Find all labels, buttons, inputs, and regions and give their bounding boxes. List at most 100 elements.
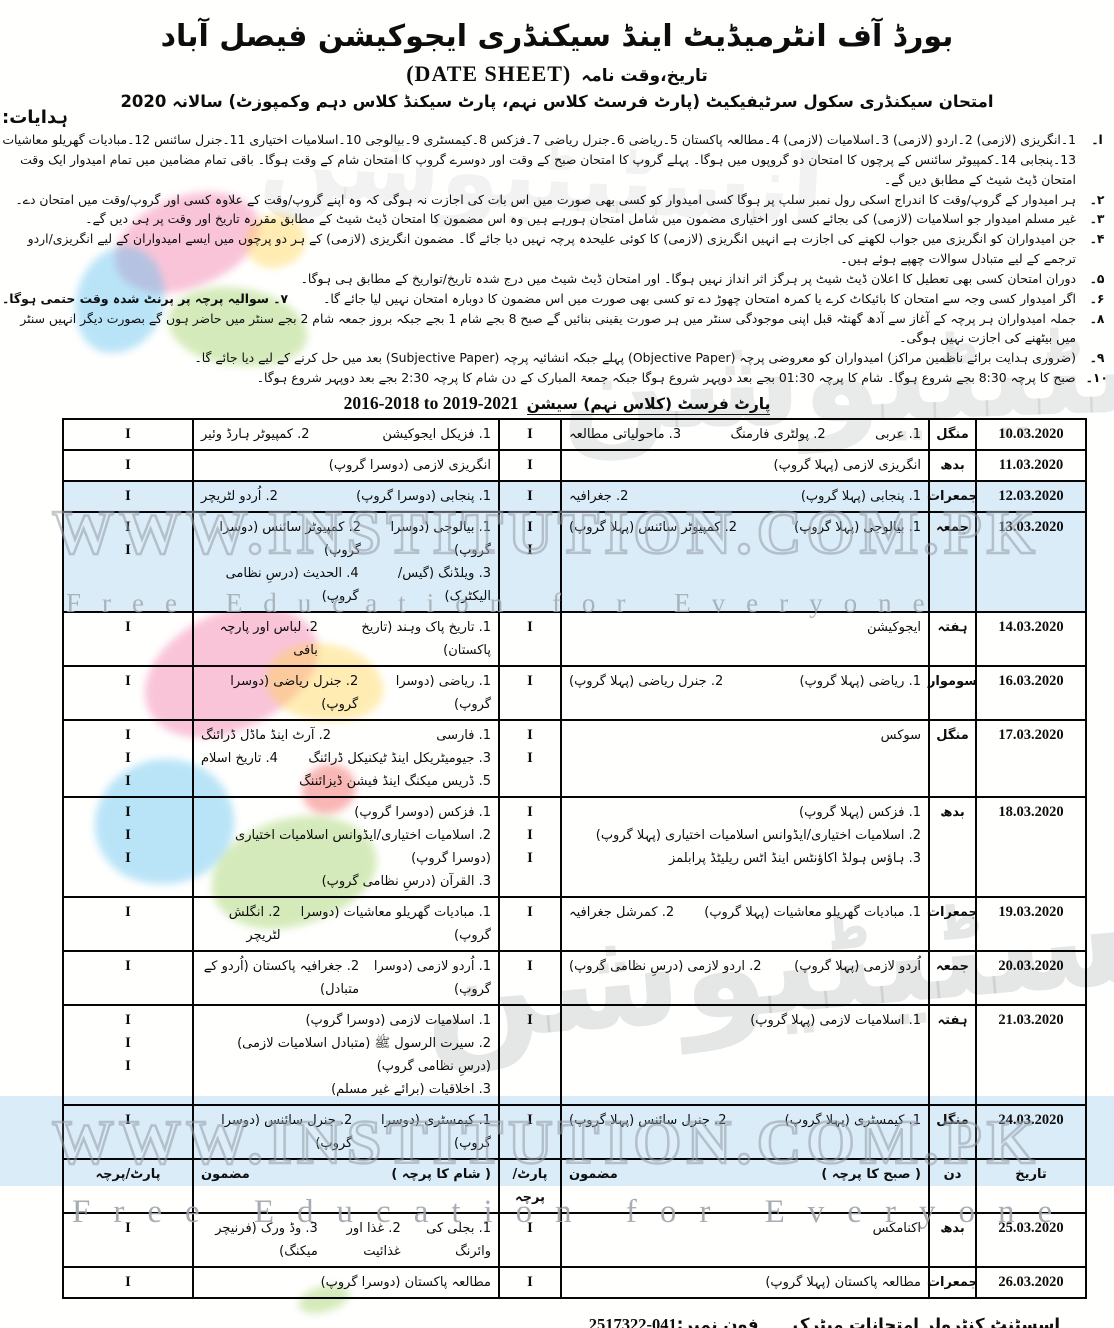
cell-text: دن xyxy=(943,1166,962,1182)
cell-text: 26.03.2020 xyxy=(998,1273,1064,1290)
cell-line: 2. اسلامیات اختیاری/ایڈوانس اسلامیات اخت… xyxy=(201,824,491,870)
cell-line: I xyxy=(71,801,185,824)
cell-text: I xyxy=(527,1111,533,1128)
cell-text: 13.03.2020 xyxy=(998,518,1064,535)
cell-text: I xyxy=(527,803,533,820)
morning-subjects-cell: انگریزی لازمی (پہلا گروپ) xyxy=(560,448,930,482)
cell-line: منگل xyxy=(936,724,969,747)
cell-text: 3. اخلاقیات (برائے غیر مسلم) xyxy=(331,1081,491,1097)
cell-line: اُردو لازمی (پہلا گروپ) 2. اردو لازمی (در… xyxy=(569,955,921,978)
cell-line: 10.03.2020 xyxy=(984,423,1078,446)
morning-subjects-cell: 1. اسلامیات لازمی (پہلا گروپ) xyxy=(560,1003,930,1106)
cell-line: I xyxy=(507,1217,553,1240)
cell-text: I xyxy=(125,903,131,920)
cell-text: 1. اسلامیات لازمی (دوسرا گروپ) xyxy=(305,1012,491,1028)
cell-text: I xyxy=(125,618,131,635)
date-cell: 21.03.2020 xyxy=(975,1003,1087,1106)
instruction-item: ۱۰۔ صبح کا پرچہ 8:30 بجے شروع ہوگا۔ شام ک… xyxy=(2,368,1108,388)
datesheet-row: 21.03.2020 ہفتہ 1. اسلامیات لازمی (پہلا گر… xyxy=(62,1003,1087,1106)
morning-part-cell: I xyxy=(498,1265,562,1299)
cell-text: I xyxy=(125,1111,131,1128)
datesheet-row: 14.03.2020 ہفتہ ایجوکیشن I 1. تاریخ پاک وہند… xyxy=(62,610,1087,667)
cell-line: 1. ریاضی (پہلا گروپ) 2. جنرل ریاضی (پہلا … xyxy=(569,670,921,693)
cell-line: 24.03.2020 xyxy=(984,1109,1078,1132)
cell-line: منگل xyxy=(936,1109,969,1132)
instruction-number: ۶۔ xyxy=(1089,290,1105,306)
cell-line: منگل xyxy=(936,423,969,446)
cell-text: I xyxy=(125,456,131,473)
cell-text: جمعہ xyxy=(935,519,970,535)
morning-subjects-cell: 1. کیمسٹری (پہلا گروپ) 2. جنرل سائنس (پہل… xyxy=(560,1103,930,1160)
cell-text: 1. ریاضی (پہلا گروپ) xyxy=(799,673,921,689)
contact-line: اسسٹنٹ کنٹرولر امتحانات میٹرک فون نمبر:0… xyxy=(589,1315,1060,1328)
phone-number: 041-2517322 xyxy=(588,1314,677,1328)
cell-text: 3. جیومیٹریکل اینڈ ٹیکنیکل ڈرائنگ xyxy=(308,750,491,766)
cell-line: دن xyxy=(937,1163,968,1186)
evening-subjects-cell: 1. کیمسٹری (دوسرا گروپ) 2. جنرل سائنس (دو… xyxy=(192,1103,500,1160)
day-cell: منگل xyxy=(928,1103,977,1160)
cell-line: 3. ویلڈنگ (گیس/الیکٹرک) 4. الحدیث (درسِ ن… xyxy=(201,562,491,608)
datesheet-row: 18.03.2020 بدھ 1. فزکس (پہلا گروپ) 2. اسلام… xyxy=(62,795,1087,898)
morning-part-cell: I xyxy=(498,1211,562,1268)
datesheet-row: 19.03.2020 جمعرات 1. مبادیات گھریلو معاشیا… xyxy=(62,895,1087,952)
cell-text: I xyxy=(125,749,131,766)
cell-text: 2. جغرافیہ پاکستان (اُردو کے متبادل) xyxy=(203,958,360,997)
instruction-item: ا۔ 1۔انگریزی (لازمی) 2۔اردو (لازمی) 3۔اسل… xyxy=(2,130,1108,190)
cell-text: 1. پنجابی (دوسرا گروپ) xyxy=(356,488,491,504)
cell-text: اُردو لازمی (پہلا گروپ) xyxy=(794,958,921,974)
cell-text: I xyxy=(125,487,131,504)
date-cell: 26.03.2020 xyxy=(975,1265,1087,1299)
cell-text: 2. اردو لازمی (درسِ نظامی گروپ) xyxy=(569,958,762,974)
date-cell: 13.03.2020 xyxy=(975,510,1087,613)
cell-line: I xyxy=(71,1217,185,1240)
cell-line: I xyxy=(71,1271,185,1294)
morning-subjects-cell: 1. بیالوجی (پہلا گروپ) 2. کمپیوٹر سائنس (… xyxy=(560,510,930,613)
cell-line: سوموار xyxy=(928,670,977,693)
morning-subjects-cell: 1. ریاضی (پہلا گروپ) 2. جنرل ریاضی (پہلا … xyxy=(560,664,930,721)
cell-text: بدھ xyxy=(940,804,965,820)
cell-text: 11.03.2020 xyxy=(998,456,1064,473)
cell-line: I xyxy=(71,724,185,747)
cell-line: ہفتہ xyxy=(937,1009,968,1032)
instruction-text: (ضروری ہدایت برائے ناظمین مراکز) امیدوار… xyxy=(194,350,1077,366)
cell-text: 2. آرٹ اینڈ ماڈل ڈرائنگ xyxy=(201,727,332,743)
cell-line: 3. ہاؤس ہولڈ اکاؤنٹس اینڈ اٹس ریلیٹڈ پرا… xyxy=(569,847,921,870)
cell-line: 14.03.2020 xyxy=(984,616,1078,639)
cell-line: I xyxy=(71,1055,185,1078)
board-title: بورڈ آف انٹرمیڈیٹ اینڈ سیکنڈری ایجوکیشن … xyxy=(160,19,954,54)
cell-line: 2. اسلامیات اختیاری/ایڈوانس اسلامیات اخت… xyxy=(569,824,921,847)
day-cell: ہفتہ xyxy=(928,610,977,667)
cell-text: 18.03.2020 xyxy=(998,803,1064,820)
cell-line: I xyxy=(71,454,185,477)
instruction-text: جن امیدواران کو انگریزی میں جواب لکھنے ک… xyxy=(27,231,1076,267)
cell-text: I xyxy=(125,957,131,974)
date-cell: 24.03.2020 xyxy=(975,1103,1087,1160)
instruction-number: ۴۔ xyxy=(1089,231,1105,247)
cell-line: I xyxy=(507,747,553,770)
instruction-number: ا۔ xyxy=(1091,132,1103,147)
instruction-number: ۹۔ xyxy=(1089,350,1105,366)
instruction-number: ۳۔ xyxy=(1089,211,1105,227)
cell-text: I xyxy=(125,1034,131,1051)
cell-line: 1. اُردو لازمی (دوسرا گروپ) 2. جغرافیہ پا… xyxy=(201,955,491,1001)
evening-subjects-cell: 1. مبادیات گھریلو معاشیات (دوسرا گروپ) 2.… xyxy=(192,895,500,952)
cell-line: انگریزی لازمی (پہلا گروپ) xyxy=(569,454,921,477)
day-cell: منگل xyxy=(928,718,977,798)
cell-line: 1. اسلامیات لازمی (پہلا گروپ) xyxy=(569,1009,921,1032)
cell-text: بدھ xyxy=(940,457,965,473)
cell-line: 1. تاریخ پاک وہند (تاریخ پاکستان) 2. لباس… xyxy=(201,616,491,662)
cell-line: 2. سیرت الرسول ﷺ (متبادل اسلامیات لازمی)… xyxy=(201,1032,491,1078)
cell-line: 3. القرآن (درسِ نظامی گروپ) xyxy=(201,870,491,893)
cell-line: 25.03.2020 xyxy=(984,1217,1078,1240)
cell-text: I xyxy=(527,749,533,766)
cell-text: I xyxy=(527,541,533,558)
instructions-heading: ہدایات: xyxy=(2,107,68,128)
day-cell: جمعرات xyxy=(927,1265,978,1299)
cell-line: I xyxy=(507,1109,553,1132)
cell-line: I xyxy=(71,423,185,446)
morning-part-cell: I xyxy=(498,1103,562,1160)
datesheet-row: 20.03.2020 جمعہ اُردو لازمی (پہلا گروپ) 2. … xyxy=(62,949,1087,1006)
morning-part-cell: I xyxy=(498,895,562,952)
